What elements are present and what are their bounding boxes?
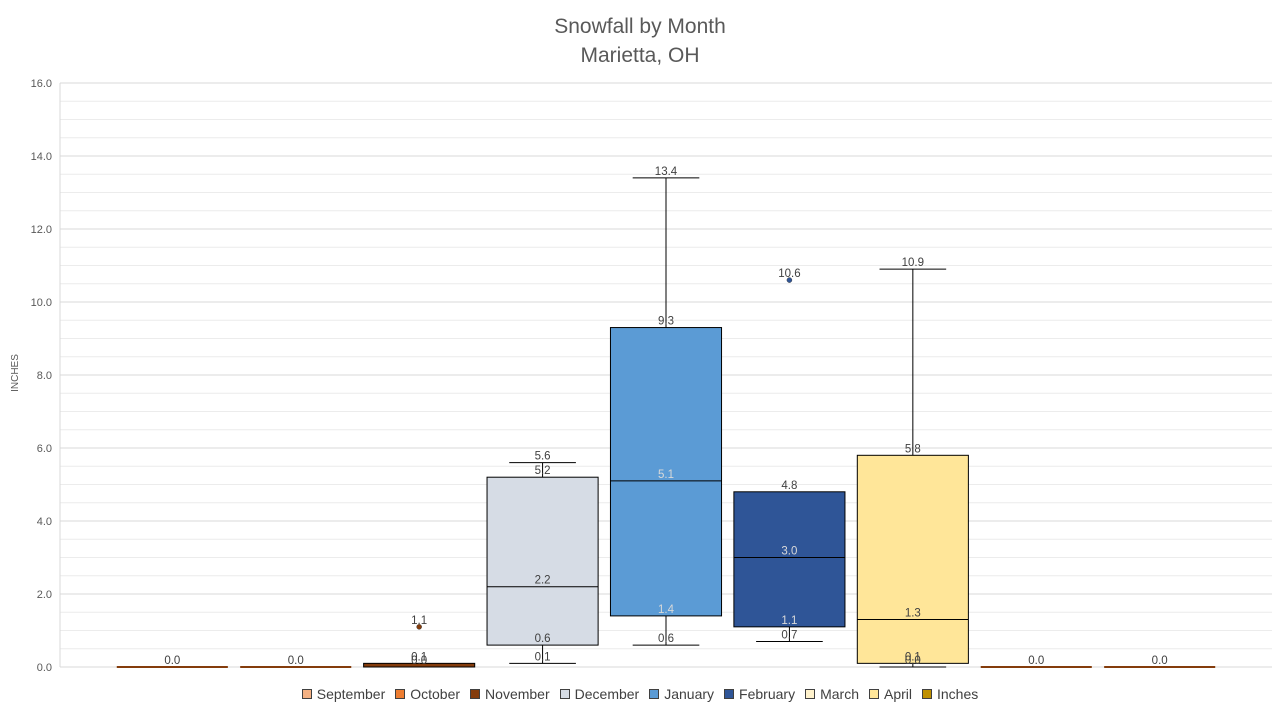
data-label: 9.3: [658, 316, 674, 328]
legend-item: December: [559, 686, 640, 702]
box-march: [856, 454, 969, 664]
legend-swatch: [724, 689, 735, 699]
y-tick-label: 10.0: [31, 297, 52, 309]
chart-title-block: Snowfall by Month Marietta, OH: [0, 12, 1280, 70]
y-tick-label: 12.0: [31, 224, 52, 236]
data-label: 0.0: [164, 655, 180, 667]
data-label: 5.8: [905, 443, 921, 455]
box-january: [609, 327, 723, 617]
legend-swatch: [649, 689, 660, 699]
data-label: 4.8: [781, 480, 797, 492]
legend-item: January: [649, 686, 714, 702]
legend-swatch: [805, 689, 816, 699]
chart-subtitle: Marietta, OH: [580, 44, 700, 67]
data-label: 10.6: [778, 268, 800, 280]
chart-title: Snowfall by Month: [554, 15, 726, 38]
legend-item: November: [470, 686, 550, 702]
y-tick-label: 8.0: [37, 370, 52, 382]
data-label: 0.1: [535, 651, 551, 663]
data-label: 0.6: [535, 633, 551, 645]
legend-label: September: [316, 686, 386, 702]
data-label: 0.7: [781, 629, 797, 641]
legend-swatch: [868, 689, 879, 699]
y-tick-label: 14.0: [31, 151, 52, 163]
data-label: 5.1: [658, 469, 674, 481]
data-label: 1.1: [781, 615, 797, 627]
legend-swatch: [470, 689, 481, 699]
outlier-point: [786, 277, 793, 283]
chart-legend: September October November December January F…: [0, 686, 1280, 702]
y-tick-label: 2.0: [37, 589, 52, 601]
legend-label: December: [574, 686, 640, 702]
legend-item: October: [395, 686, 460, 702]
data-label: 0.0: [288, 655, 304, 667]
y-tick-label: 16.0: [31, 78, 52, 90]
data-label: 2.2: [535, 575, 551, 587]
data-label: 0.6: [658, 633, 674, 645]
data-label: 1.3: [905, 608, 921, 620]
legend-label: November: [485, 686, 550, 702]
data-label: 0.0: [411, 655, 427, 667]
data-label: 3.0: [781, 546, 797, 558]
data-label: 1.1: [411, 615, 427, 627]
data-label: 0.1: [411, 651, 427, 663]
y-tick-label: 0.0: [37, 662, 52, 674]
legend-item: September: [301, 686, 386, 702]
data-label: 5.6: [535, 451, 551, 463]
legend-label: January: [664, 686, 715, 702]
legend-label: Inches: [937, 686, 979, 702]
legend-swatch: [395, 689, 406, 699]
data-label: 10.9: [902, 257, 924, 269]
legend-swatch: [559, 689, 570, 699]
legend-swatch: [301, 689, 312, 699]
legend-item: March: [805, 686, 859, 702]
legend-swatch: [922, 689, 932, 699]
legend-label: April: [883, 686, 912, 702]
outlier-point: [416, 624, 422, 630]
y-axis-title: INCHES: [10, 354, 21, 392]
data-label: 1.4: [658, 604, 675, 616]
legend-item: April: [868, 686, 912, 702]
legend-item: February: [724, 686, 795, 702]
data-label: 0.1: [905, 651, 921, 663]
y-tick-label: 4.0: [37, 516, 52, 528]
data-label: 0.0: [1152, 655, 1168, 667]
box-december: [486, 476, 599, 646]
data-label: 0.0: [905, 655, 921, 667]
legend-label: October: [410, 686, 461, 702]
legend-item: Inches: [922, 686, 978, 702]
box-february: [733, 491, 846, 628]
legend-label: March: [820, 686, 859, 702]
data-label: 13.4: [655, 166, 678, 178]
data-label: 0.0: [1028, 655, 1044, 667]
legend-label: February: [739, 686, 796, 702]
y-tick-label: 6.0: [37, 443, 52, 455]
data-label: 5.2: [535, 465, 551, 477]
